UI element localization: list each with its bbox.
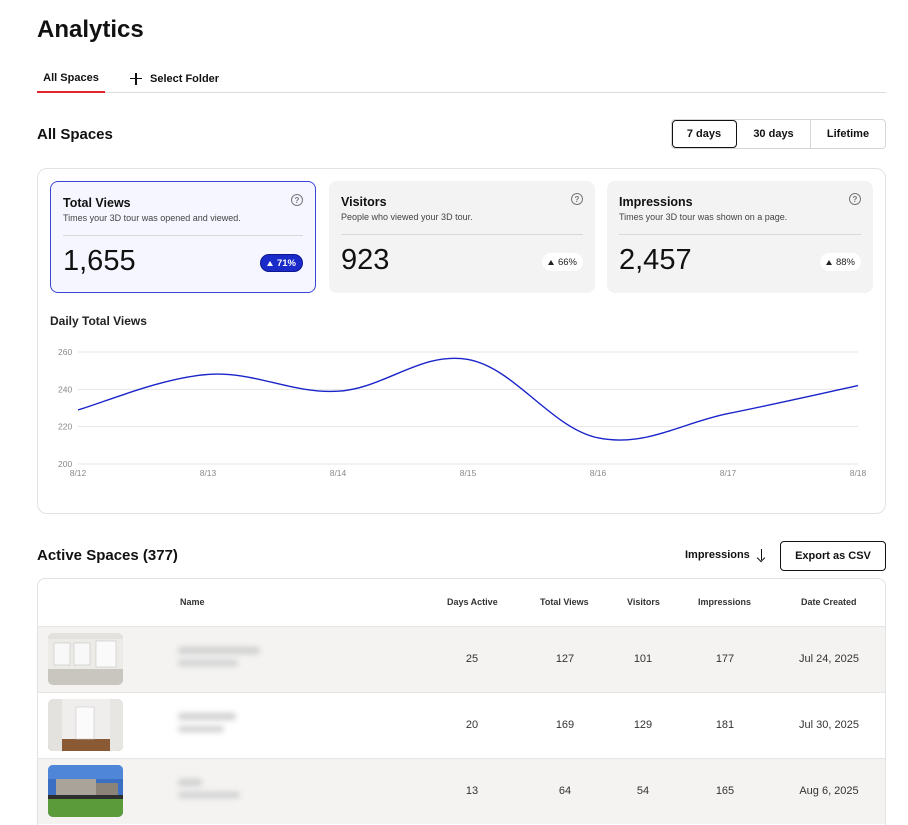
- divider: [619, 234, 861, 235]
- change-badge: 66%: [541, 253, 583, 271]
- help-icon[interactable]: ?: [291, 194, 303, 206]
- tab-bar: All Spaces Select Folder: [37, 64, 886, 93]
- cell-visitors: 54: [636, 785, 650, 797]
- up-arrow-icon: [547, 259, 554, 265]
- stats-panel: Total Views Times your 3D tour was opene…: [37, 168, 886, 514]
- x-tick-label: 8/18: [850, 468, 867, 478]
- change-value: 66%: [557, 256, 577, 268]
- range-lifetime-button[interactable]: Lifetime: [811, 120, 885, 148]
- tab-select-folder[interactable]: Select Folder: [129, 64, 219, 93]
- metric-card-total-views[interactable]: Total Views Times your 3D tour was opene…: [50, 181, 316, 293]
- date-range-selector: 7 days 30 days Lifetime: [671, 119, 886, 149]
- cell-days-active: 13: [465, 785, 479, 797]
- range-30-days-button[interactable]: 30 days: [737, 120, 811, 148]
- metric-description: Times your 3D tour was shown on a page.: [619, 212, 788, 222]
- metric-card-visitors[interactable]: Visitors People who viewed your 3D tour.…: [329, 181, 595, 293]
- column-header-visitors[interactable]: Visitors: [627, 597, 660, 607]
- space-address-redacted: [178, 726, 224, 732]
- cell-total-views: 64: [558, 785, 572, 797]
- x-tick-label: 8/14: [330, 468, 347, 478]
- column-header-days-active[interactable]: Days Active: [447, 597, 498, 607]
- metric-label: Visitors: [341, 195, 387, 209]
- x-tick-label: 8/16: [590, 468, 607, 478]
- x-tick-label: 8/17: [720, 468, 737, 478]
- cell-total-views: 169: [555, 719, 575, 731]
- space-thumbnail: [48, 633, 123, 685]
- cell-days-active: 20: [465, 719, 479, 731]
- table-header: Name Days Active Total Views Visitors Im…: [38, 579, 885, 626]
- change-badge: 71%: [259, 254, 303, 272]
- space-name-redacted: [178, 779, 202, 786]
- tab-all-spaces-label: All Spaces: [43, 71, 99, 84]
- space-thumbnail: [48, 699, 123, 751]
- x-tick-label: 8/13: [200, 468, 217, 478]
- column-header-total-views[interactable]: Total Views: [540, 597, 589, 607]
- metric-value: 2,457: [619, 244, 692, 276]
- y-tick-label: 240: [58, 384, 72, 394]
- table-row[interactable]: 25 127 101 177 Jul 24, 2025: [38, 626, 885, 692]
- x-tick-label: 8/15: [460, 468, 477, 478]
- sort-control[interactable]: Impressions: [685, 549, 766, 561]
- tab-select-folder-label: Select Folder: [150, 72, 220, 85]
- daily-views-chart: 200 220 240 260 8/12 8/13 8/14 8/15 8/16 8/17 8/18: [58, 347, 867, 478]
- page-title: Analytics: [37, 16, 144, 43]
- space-address-redacted: [178, 660, 238, 666]
- cell-impressions: 181: [715, 719, 735, 731]
- cell-date-created: Aug 6, 2025: [799, 785, 859, 797]
- space-name-redacted: [178, 647, 260, 654]
- metric-value: 923: [341, 244, 390, 276]
- table-row[interactable]: 13 64 54 165 Aug 6, 2025: [38, 758, 885, 824]
- change-badge: 88%: [819, 253, 861, 271]
- change-value: 88%: [835, 256, 855, 268]
- column-header-date-created[interactable]: Date Created: [801, 597, 857, 607]
- cell-date-created: Jul 30, 2025: [799, 719, 859, 731]
- table-row[interactable]: 20 169 129 181 Jul 30, 2025: [38, 692, 885, 758]
- y-tick-label: 220: [58, 422, 72, 432]
- range-7-days-button[interactable]: 7 days: [672, 120, 737, 148]
- help-icon[interactable]: ?: [849, 193, 861, 205]
- cell-visitors: 129: [633, 719, 653, 731]
- metric-label: Total Views: [63, 196, 131, 210]
- plus-icon: [129, 72, 143, 86]
- metric-description: Times your 3D tour was opened and viewed…: [63, 213, 241, 223]
- divider: [341, 234, 583, 235]
- section-title-active-spaces: Active Spaces (377): [37, 547, 178, 564]
- cell-impressions: 165: [715, 785, 735, 797]
- series-line: [77, 357, 859, 441]
- chart-title: Daily Total Views: [50, 314, 147, 328]
- section-title-all-spaces: All Spaces: [37, 126, 113, 143]
- export-csv-button[interactable]: Export as CSV: [780, 541, 886, 571]
- space-thumbnail: [48, 765, 123, 817]
- active-spaces-table: Name Days Active Total Views Visitors Im…: [37, 578, 886, 825]
- help-icon[interactable]: ?: [571, 193, 583, 205]
- up-arrow-icon: [825, 259, 832, 265]
- divider: [63, 235, 303, 236]
- arrow-down-icon: [757, 549, 766, 561]
- cell-date-created: Jul 24, 2025: [799, 653, 859, 665]
- y-tick-label: 200: [58, 459, 72, 469]
- space-name-redacted: [178, 713, 236, 720]
- up-arrow-icon: [266, 260, 273, 266]
- y-tick-label: 260: [58, 347, 72, 357]
- cell-visitors: 101: [633, 653, 653, 665]
- change-value: 71%: [276, 257, 296, 269]
- space-address-redacted: [178, 792, 240, 798]
- column-header-name[interactable]: Name: [180, 597, 205, 607]
- x-tick-label: 8/12: [70, 468, 87, 478]
- cell-total-views: 127: [555, 653, 575, 665]
- cell-days-active: 25: [465, 653, 479, 665]
- tab-all-spaces[interactable]: All Spaces: [37, 64, 105, 93]
- column-header-impressions[interactable]: Impressions: [698, 597, 752, 607]
- metric-card-impressions[interactable]: Impressions Times your 3D tour was shown…: [607, 181, 873, 293]
- metric-value: 1,655: [63, 245, 136, 277]
- metric-label: Impressions: [619, 195, 693, 209]
- metric-description: People who viewed your 3D tour.: [341, 212, 473, 222]
- sort-label: Impressions: [685, 549, 750, 561]
- cell-impressions: 177: [715, 653, 735, 665]
